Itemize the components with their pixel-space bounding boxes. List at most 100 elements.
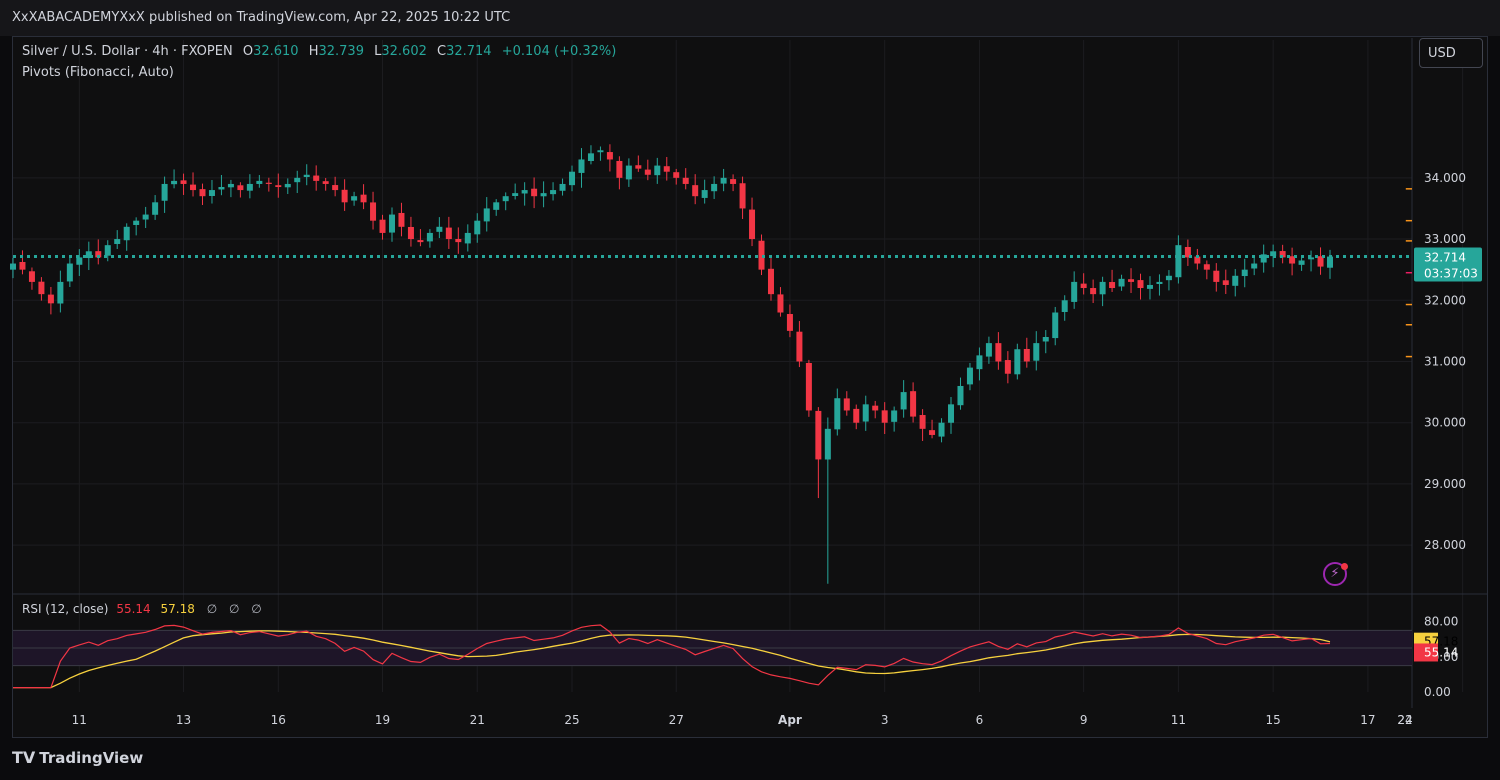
candle-body [1308, 257, 1315, 260]
candle-body [360, 194, 367, 203]
candle-body [370, 202, 377, 221]
tradingview-logo[interactable]: TV TradingView [12, 748, 143, 767]
candle-body [1137, 280, 1144, 289]
candle-body [815, 410, 822, 460]
candle-body [948, 404, 955, 423]
y-tick-label: 33.000 [1424, 232, 1466, 246]
candle-body [929, 430, 936, 435]
candle-body [19, 261, 26, 270]
candle-body [123, 226, 130, 241]
candle-body [322, 181, 329, 184]
candle-body [692, 185, 699, 197]
candle-body [578, 159, 585, 173]
indicator-legend[interactable]: Pivots (Fibonacci, Auto) [22, 65, 174, 80]
rsi-y-tick-label: 80.00 [1424, 615, 1458, 629]
candle-body [1175, 245, 1182, 278]
candle-body [379, 219, 386, 233]
candle-body [332, 185, 339, 191]
candle-body [1146, 284, 1153, 289]
candle-body [900, 392, 907, 410]
candle-body [976, 355, 983, 370]
candle-body [483, 208, 490, 222]
y-tick-label: 31.000 [1424, 354, 1466, 368]
x-tick-label: 6 [976, 713, 984, 727]
candle-body [1109, 282, 1116, 289]
y-tick-label: 29.000 [1424, 477, 1466, 491]
x-tick-label: 17 [1360, 713, 1375, 727]
candle-body [985, 343, 992, 357]
low-label: L [374, 44, 382, 59]
candle-body [1213, 270, 1220, 282]
candle-body [407, 226, 414, 240]
candle-body [1090, 288, 1097, 295]
candle-body [919, 415, 926, 429]
candle-body [502, 196, 509, 202]
low-value: 32.602 [381, 44, 427, 59]
candle-body [786, 314, 793, 331]
candle-body [180, 180, 187, 184]
candle-body [910, 391, 917, 417]
candle-body [663, 166, 670, 172]
notification-dot [1341, 563, 1348, 570]
candle-body [938, 422, 945, 437]
high-value: 32.739 [318, 44, 364, 59]
candle-body [152, 202, 159, 215]
candle-body [1004, 360, 1011, 374]
candle-body [587, 153, 594, 161]
candle-body [256, 180, 263, 184]
candle-body [1042, 337, 1049, 342]
currency-button[interactable]: USD [1419, 38, 1483, 68]
candle-body [1061, 300, 1068, 312]
candle-body [104, 245, 111, 256]
high-label: H [308, 44, 319, 59]
candle-body [66, 263, 73, 282]
lightning-icon[interactable]: ⚡ [1323, 562, 1347, 586]
x-tick-label: 15 [1266, 713, 1281, 727]
candle-body [142, 214, 149, 220]
candle-body [966, 367, 973, 385]
candle-body [853, 408, 860, 423]
x-tick-label: 25 [564, 713, 579, 727]
x-tick-label: 13 [176, 713, 191, 727]
candle-body [398, 212, 405, 227]
current-price-label: 32.714 [1424, 251, 1466, 265]
y-tick-label: 32.000 [1424, 293, 1466, 307]
candle-body [1232, 275, 1239, 286]
candle-body [1052, 312, 1059, 339]
x-tick-label: 19 [375, 713, 390, 727]
candle-body [805, 362, 812, 411]
candle-body [171, 180, 178, 185]
candle-body [569, 171, 576, 186]
x-tick-label: Apr [778, 713, 802, 727]
candle-body [417, 240, 424, 243]
candle-body [531, 188, 538, 197]
candle-body [57, 281, 64, 304]
rsi-y-tick-label: 0.00 [1424, 685, 1451, 699]
candle-body [265, 182, 272, 184]
candle-body [275, 185, 282, 188]
candle-body [995, 343, 1002, 362]
candle-body [1327, 256, 1333, 268]
candle-body [540, 193, 547, 197]
candle-body [834, 398, 841, 430]
candle-body [227, 183, 234, 188]
candle-body [1222, 280, 1229, 285]
candle-body [1156, 281, 1163, 284]
x-tick-label: 27 [669, 713, 684, 727]
candle-body [1184, 247, 1191, 258]
close-value: 32.714 [446, 44, 492, 59]
candle-body [1298, 260, 1305, 265]
candle-body [95, 251, 102, 258]
y-tick-label: 28.000 [1424, 538, 1466, 552]
rsi-legend[interactable]: RSI (12, close) 55.14 57.18 ∅ ∅ ∅ [22, 602, 262, 616]
rsi-na-2: ∅ [228, 602, 240, 616]
x-tick-label: 21 [470, 713, 485, 727]
candle-body [654, 165, 661, 176]
candle-body [1033, 343, 1040, 361]
candle-body [445, 227, 452, 240]
current-price-badge [1414, 247, 1482, 282]
candle-body [1251, 263, 1258, 269]
chart-panel[interactable] [12, 36, 1488, 738]
publish-info: XxXABACADEMYXxX published on TradingView… [12, 10, 511, 25]
